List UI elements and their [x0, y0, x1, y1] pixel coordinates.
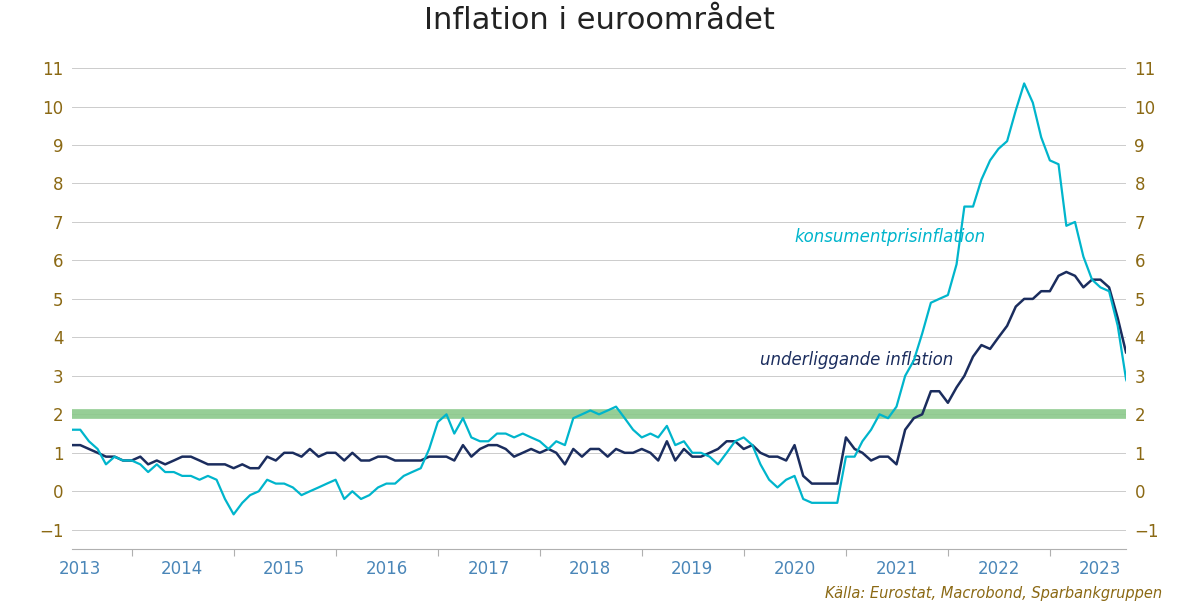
Text: underliggande inflation: underliggande inflation — [761, 351, 954, 370]
Text: Källa: Eurostat, Macrobond, Sparbankgruppen: Källa: Eurostat, Macrobond, Sparbankgrup… — [825, 586, 1162, 601]
Title: Inflation i euroområdet: Inflation i euroområdet — [424, 6, 774, 35]
Text: konsumentprisinflation: konsumentprisinflation — [794, 228, 986, 246]
